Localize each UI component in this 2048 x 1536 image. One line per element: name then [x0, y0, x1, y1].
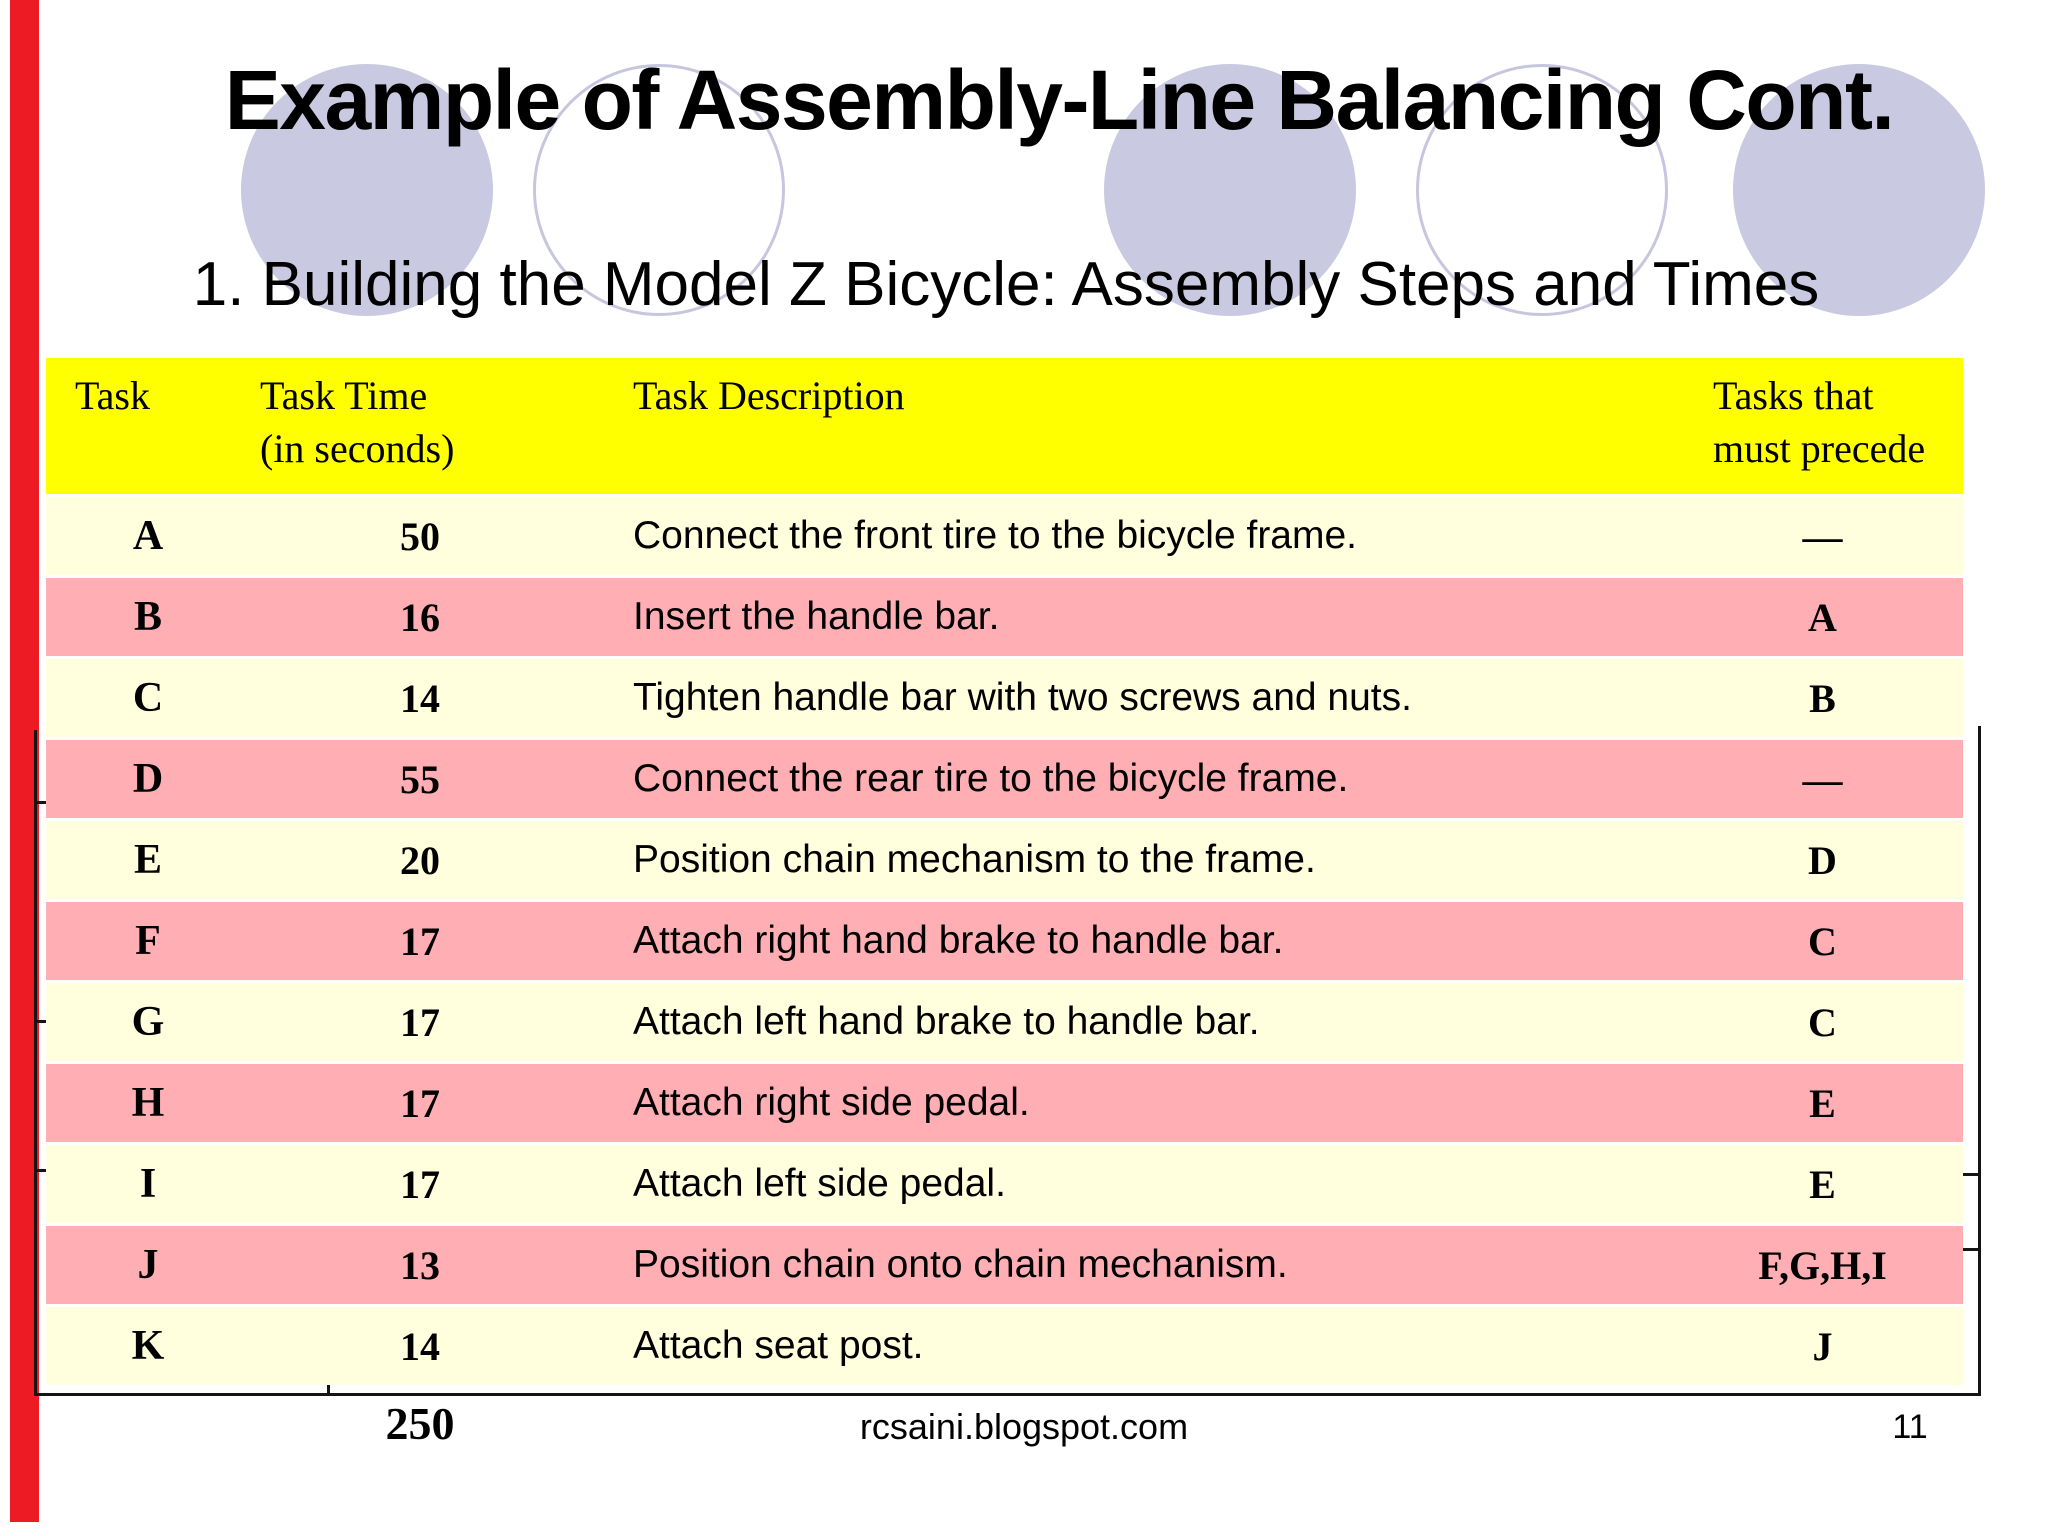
decor-circle-filled — [241, 64, 493, 316]
cell-precede: D — [1808, 837, 1837, 883]
cell-time: 17 — [400, 1161, 440, 1207]
bracket-tick — [34, 801, 52, 804]
decor-circle-filled — [1104, 64, 1356, 316]
cell-description: Position chain mechanism to the frame. — [633, 838, 1316, 881]
cell-task: I — [139, 1161, 157, 1207]
table-row: I 17 Attach left side pedal. E — [46, 1142, 1963, 1223]
cell-description: Connect the front tire to the bicycle fr… — [633, 514, 1358, 557]
cell-time: 50 — [400, 513, 440, 559]
cell-description: Insert the handle bar. — [633, 595, 1000, 638]
bracket-bottom-line — [34, 1393, 1981, 1396]
bracket-tick — [1961, 1173, 1981, 1176]
table-row: G 17 Attach left hand brake to handle ba… — [46, 980, 1963, 1061]
cell-task: J — [137, 1242, 159, 1288]
cell-time: 14 — [400, 675, 440, 721]
cell-description: Attach right hand brake to handle bar. — [633, 919, 1284, 962]
bracket-left-line — [34, 730, 37, 1396]
cell-precede: — — [1802, 513, 1843, 559]
cell-description: Attach left side pedal. — [633, 1162, 1006, 1205]
cell-task: B — [133, 594, 162, 640]
cell-task: E — [133, 837, 162, 883]
page-number: 11 — [1892, 1408, 1928, 1446]
col-header-task: Task — [75, 373, 150, 418]
cell-time: 17 — [400, 918, 440, 964]
table-row: A 50 Connect the front tire to the bicyc… — [46, 494, 1963, 575]
col-header-precede-line2: must precede — [1713, 425, 1926, 471]
table-row: B 16 Insert the handle bar. A — [46, 575, 1963, 656]
cell-task: A — [132, 513, 164, 559]
cell-time: 55 — [400, 756, 440, 802]
table-row: H 17 Attach right side pedal. E — [46, 1061, 1963, 1142]
cell-task: C — [132, 675, 164, 721]
table-row: D 55 Connect the rear tire to the bicycl… — [46, 737, 1963, 818]
cell-description: Connect the rear tire to the bicycle fra… — [633, 757, 1349, 800]
cell-precede: C — [1808, 999, 1837, 1045]
cell-precede: E — [1809, 1080, 1836, 1126]
table-row: J 13 Position chain onto chain mechanism… — [46, 1223, 1963, 1304]
col-header-precede: Tasks that must precede — [1620, 358, 1963, 494]
slide-title: Example of Assembly-Line Balancing Cont. — [224, 53, 1895, 147]
cell-description: Tighten handle bar with two screws and n… — [633, 676, 1412, 719]
col-header-precede-line1: Tasks that — [1713, 373, 1874, 418]
cell-task: K — [131, 1323, 165, 1369]
cell-time: 17 — [400, 999, 440, 1045]
cell-time: 16 — [400, 594, 440, 640]
slide-subtitle: 1. Building the Model Z Bicycle: Assembl… — [192, 250, 1820, 319]
cell-description: Attach seat post. — [633, 1324, 924, 1367]
decor-circle-filled — [1733, 64, 1985, 316]
table-row: E 20 Position chain mechanism to the fra… — [46, 818, 1963, 899]
bracket-tick — [34, 1020, 52, 1023]
table-row: C 14 Tighten handle bar with two screws … — [46, 656, 1963, 737]
cell-precede: C — [1808, 918, 1837, 964]
cell-precede: A — [1808, 594, 1837, 640]
decor-circle-outline — [533, 64, 785, 316]
col-header-description: Task Description — [633, 373, 905, 418]
cell-description: Attach left hand brake to handle bar. — [633, 1000, 1260, 1043]
footer-source-text: rcsaini.blogspot.com — [859, 1406, 1189, 1447]
decor-circle-outline — [1416, 64, 1668, 316]
table-row: F 17 Attach right hand brake to handle b… — [46, 899, 1963, 980]
cell-task: D — [132, 756, 164, 802]
cell-task: H — [131, 1080, 165, 1126]
assembly-steps-table: Task Task Time (in seconds) Task Descrip… — [46, 358, 1963, 1385]
cell-description: Attach right side pedal. — [633, 1081, 1030, 1124]
bracket-tick — [1961, 1248, 1981, 1251]
cell-time: 13 — [400, 1242, 440, 1288]
cell-task: F — [135, 918, 161, 964]
col-header-time-line2: (in seconds) — [260, 425, 455, 471]
cell-precede: F,G,H,I — [1758, 1242, 1887, 1288]
cell-precede: — — [1802, 756, 1843, 802]
bracket-right-line — [1978, 726, 1981, 1396]
cell-precede: J — [1812, 1323, 1833, 1369]
col-header-time-line1: Task Time — [260, 373, 428, 418]
table-header-row: Task Task Time (in seconds) Task Descrip… — [46, 358, 1963, 494]
table-row: K 14 Attach seat post. J — [46, 1304, 1963, 1385]
bracket-tick — [327, 1378, 330, 1394]
cell-precede: B — [1809, 675, 1836, 721]
cell-time: 20 — [400, 837, 440, 883]
cell-task: G — [131, 999, 165, 1045]
cell-precede: E — [1809, 1161, 1836, 1207]
cell-time: 14 — [400, 1323, 440, 1369]
col-header-time: Task Time (in seconds) — [250, 358, 590, 494]
cell-description: Position chain onto chain mechanism. — [633, 1243, 1288, 1286]
cell-time: 17 — [400, 1080, 440, 1126]
table-body: A 50 Connect the front tire to the bicyc… — [46, 494, 1963, 1385]
time-column-total: 250 — [385, 1398, 455, 1449]
bracket-tick — [34, 1169, 52, 1172]
